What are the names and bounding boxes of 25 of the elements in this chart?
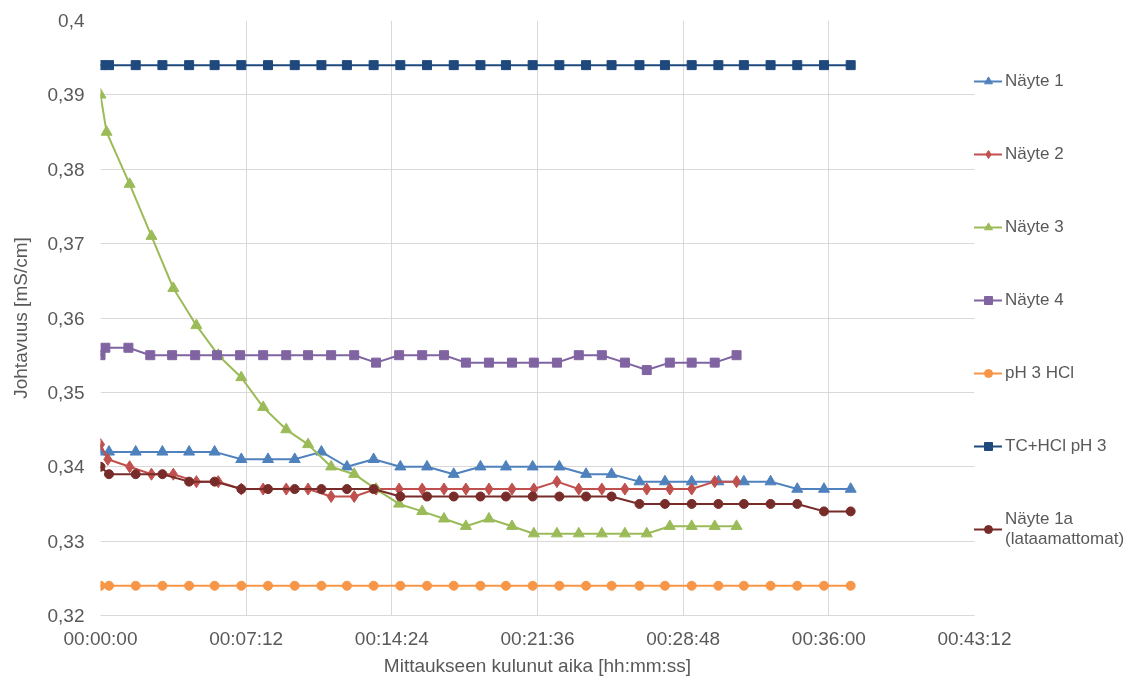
x-tick-label: 00:36:00 bbox=[791, 627, 866, 649]
legend-label: Näyte 2 bbox=[1005, 144, 1064, 164]
legend-label: Näyte 1 bbox=[1005, 71, 1064, 91]
legend-label: Näyte 3 bbox=[1005, 217, 1064, 237]
x-axis-title: Mittaukseen kulunut aika [hh:mm:ss] bbox=[383, 654, 692, 676]
legend-label: Näyte 1a (lataamattomat) bbox=[1005, 509, 1125, 549]
x-tick-label: 00:07:12 bbox=[209, 627, 284, 649]
y-tick-label: 0,38 bbox=[47, 158, 85, 180]
legend-label: pH 3 HCl bbox=[1005, 363, 1074, 383]
legend-label: TC+HCl pH 3 bbox=[1005, 436, 1107, 456]
legend-label: Näyte 4 bbox=[1005, 290, 1064, 310]
x-tick-label: 00:00:00 bbox=[63, 627, 138, 649]
y-tick-label: 0,39 bbox=[47, 84, 85, 106]
y-tick-label: 0,37 bbox=[47, 233, 85, 255]
y-tick-label: 0,33 bbox=[47, 530, 85, 552]
x-tick-label: 00:14:24 bbox=[354, 627, 430, 649]
y-tick-label: 0,4 bbox=[58, 10, 85, 31]
y-tick-label: 0,36 bbox=[47, 307, 85, 329]
x-tick-label: 00:28:48 bbox=[646, 627, 721, 649]
y-axis-title: Johtavuus [mS/cm] bbox=[9, 237, 31, 399]
y-tick-label: 0,34 bbox=[47, 456, 85, 478]
x-tick-label: 00:21:36 bbox=[500, 627, 575, 649]
y-tick-label: 0,35 bbox=[47, 381, 85, 403]
x-tick-label: 00:43:12 bbox=[937, 627, 1012, 649]
y-tick-label: 0,32 bbox=[47, 605, 85, 626]
